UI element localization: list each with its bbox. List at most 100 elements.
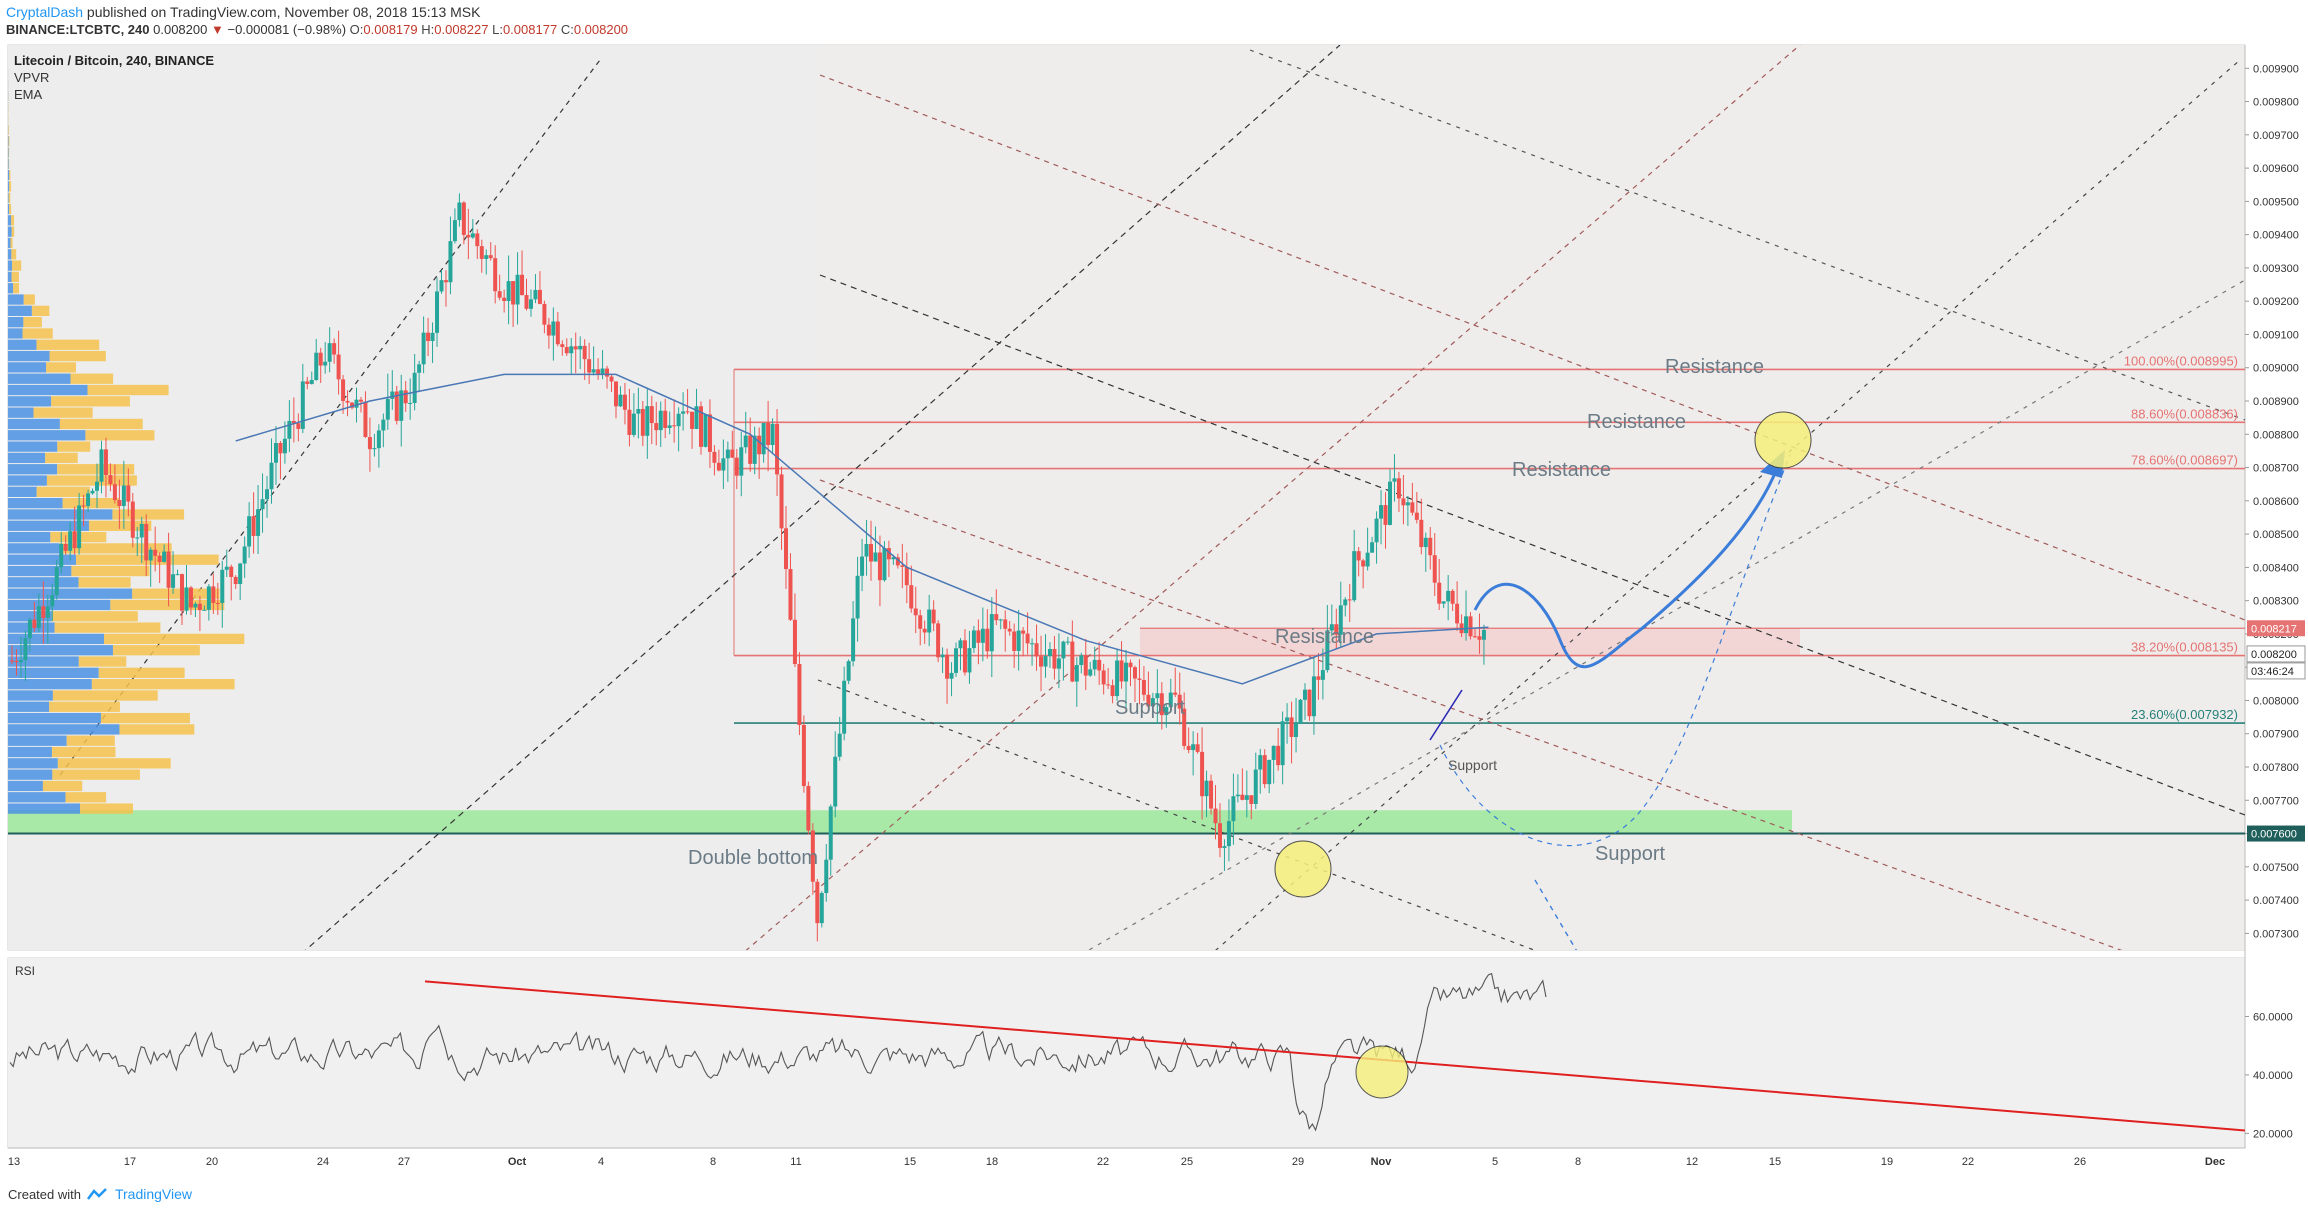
volume-bar-up (8, 418, 60, 430)
volume-bar-down (51, 611, 138, 622)
candle-body (470, 233, 475, 238)
volume-bar-down (11, 215, 15, 226)
candle-body (645, 406, 650, 436)
time-tick-label: 19 (1881, 1156, 1893, 1168)
candle-body (1365, 552, 1370, 567)
trend-channel-line (304, 45, 1341, 950)
candle-body (233, 576, 238, 585)
candle-body (273, 443, 278, 463)
candle-body (506, 281, 511, 301)
candle-body (918, 615, 923, 629)
candle-body (229, 566, 234, 577)
candle-body (958, 640, 963, 649)
candle-body (824, 859, 829, 894)
candle-body (882, 548, 887, 581)
volume-bar-down (36, 486, 90, 497)
candle-body (287, 420, 292, 439)
legend-title[interactable]: Litecoin / Bitcoin, 240, BINANCE (14, 53, 215, 68)
price-badge (2246, 662, 2306, 680)
volume-bar-down (49, 701, 120, 712)
candle-body (801, 724, 806, 787)
candle-body (1249, 795, 1254, 804)
ema-line (235, 373, 1489, 685)
legend-item-vpvr[interactable]: VPVR (14, 70, 50, 85)
volume-bar-up (8, 294, 24, 305)
volume-bar-up (8, 158, 9, 169)
time-tick-label: 25 (1181, 1156, 1193, 1168)
price-tick-label: 0.009900 (2253, 63, 2299, 75)
symbol-label: BINANCE:LTCBTC, 240 (6, 22, 150, 37)
annotation-double_bottom: Double bottom (688, 847, 818, 869)
volume-bar-down (11, 226, 15, 237)
candle-body (1262, 755, 1267, 785)
trend-channel-line (819, 274, 2245, 816)
candle-body (672, 425, 677, 427)
volume-bar-down (9, 203, 12, 215)
candle-body (175, 574, 180, 576)
candle-body (1441, 601, 1446, 604)
volume-bar-down (119, 724, 195, 735)
volume-bar-up (8, 667, 99, 678)
candle-body (546, 324, 551, 336)
candle-body (1477, 636, 1482, 640)
candle-body (153, 549, 158, 556)
volume-bar-up (8, 486, 37, 497)
volume-bar-up (8, 226, 12, 237)
candle-body (1217, 823, 1222, 848)
candle-body (1070, 641, 1075, 682)
candle-body (1141, 679, 1146, 695)
candle-body (1222, 846, 1227, 848)
tradingview-brand-link[interactable]: TradingView (114, 1186, 193, 1202)
candle-body (555, 321, 560, 345)
candle-body (1387, 481, 1392, 525)
candle-body (1016, 630, 1021, 651)
candle-body (828, 806, 833, 860)
candle-body (1343, 599, 1348, 606)
candle-body (166, 551, 171, 588)
candle-body (1298, 699, 1303, 724)
volume-bar-up (8, 690, 53, 701)
price-tick-label: 0.009300 (2253, 263, 2299, 275)
volume-bar-up (8, 192, 9, 203)
rsi-label[interactable]: RSI (15, 964, 35, 978)
double-bottom-zone (8, 810, 1792, 834)
volume-bar-down (101, 712, 190, 724)
alt-projection-path (1439, 454, 1791, 847)
time-tick-label: 26 (2074, 1156, 2086, 1168)
projection-path (1473, 459, 1782, 669)
annotation-support_2: Support (1448, 757, 1497, 773)
time-tick-label: Oct (508, 1156, 527, 1168)
candle-body (27, 619, 32, 639)
candle-body (998, 619, 1003, 621)
candle-body (1289, 717, 1294, 737)
candle-body (1311, 676, 1316, 717)
time-tick-label: 15 (904, 1156, 916, 1168)
candle-body (399, 390, 404, 421)
candle-body (792, 619, 797, 665)
candle-body (1244, 795, 1249, 800)
candle-body (72, 531, 77, 549)
candle-body (1285, 717, 1290, 722)
volume-bar-up (8, 509, 113, 520)
price-change: −0.000081 (−0.98%) (227, 22, 347, 37)
volume-bar-down (51, 746, 116, 758)
target-highlight (1754, 411, 1812, 469)
candle-body (1007, 628, 1012, 632)
volume-bar-up (8, 746, 52, 758)
author-link[interactable]: CryptalDash (6, 4, 84, 20)
ohlc-bar: BINANCE:LTCBTC, 240 0.008200 ▼ −0.000081… (6, 22, 628, 37)
candle-body (103, 449, 108, 476)
candle-body (430, 332, 435, 342)
volume-bar-down (23, 294, 35, 305)
time-tick-label: Dec (2205, 1156, 2225, 1168)
volume-bar-up (8, 237, 11, 249)
candle-body (1124, 662, 1129, 682)
legend-item-ema[interactable]: EMA (14, 87, 43, 102)
price-tick-label: 0.008300 (2253, 596, 2299, 608)
candle-body (564, 347, 569, 354)
candle-body (573, 346, 578, 350)
candle-body (658, 410, 663, 431)
created-with-text: Created with (8, 1186, 81, 1202)
candle-body (971, 630, 976, 649)
